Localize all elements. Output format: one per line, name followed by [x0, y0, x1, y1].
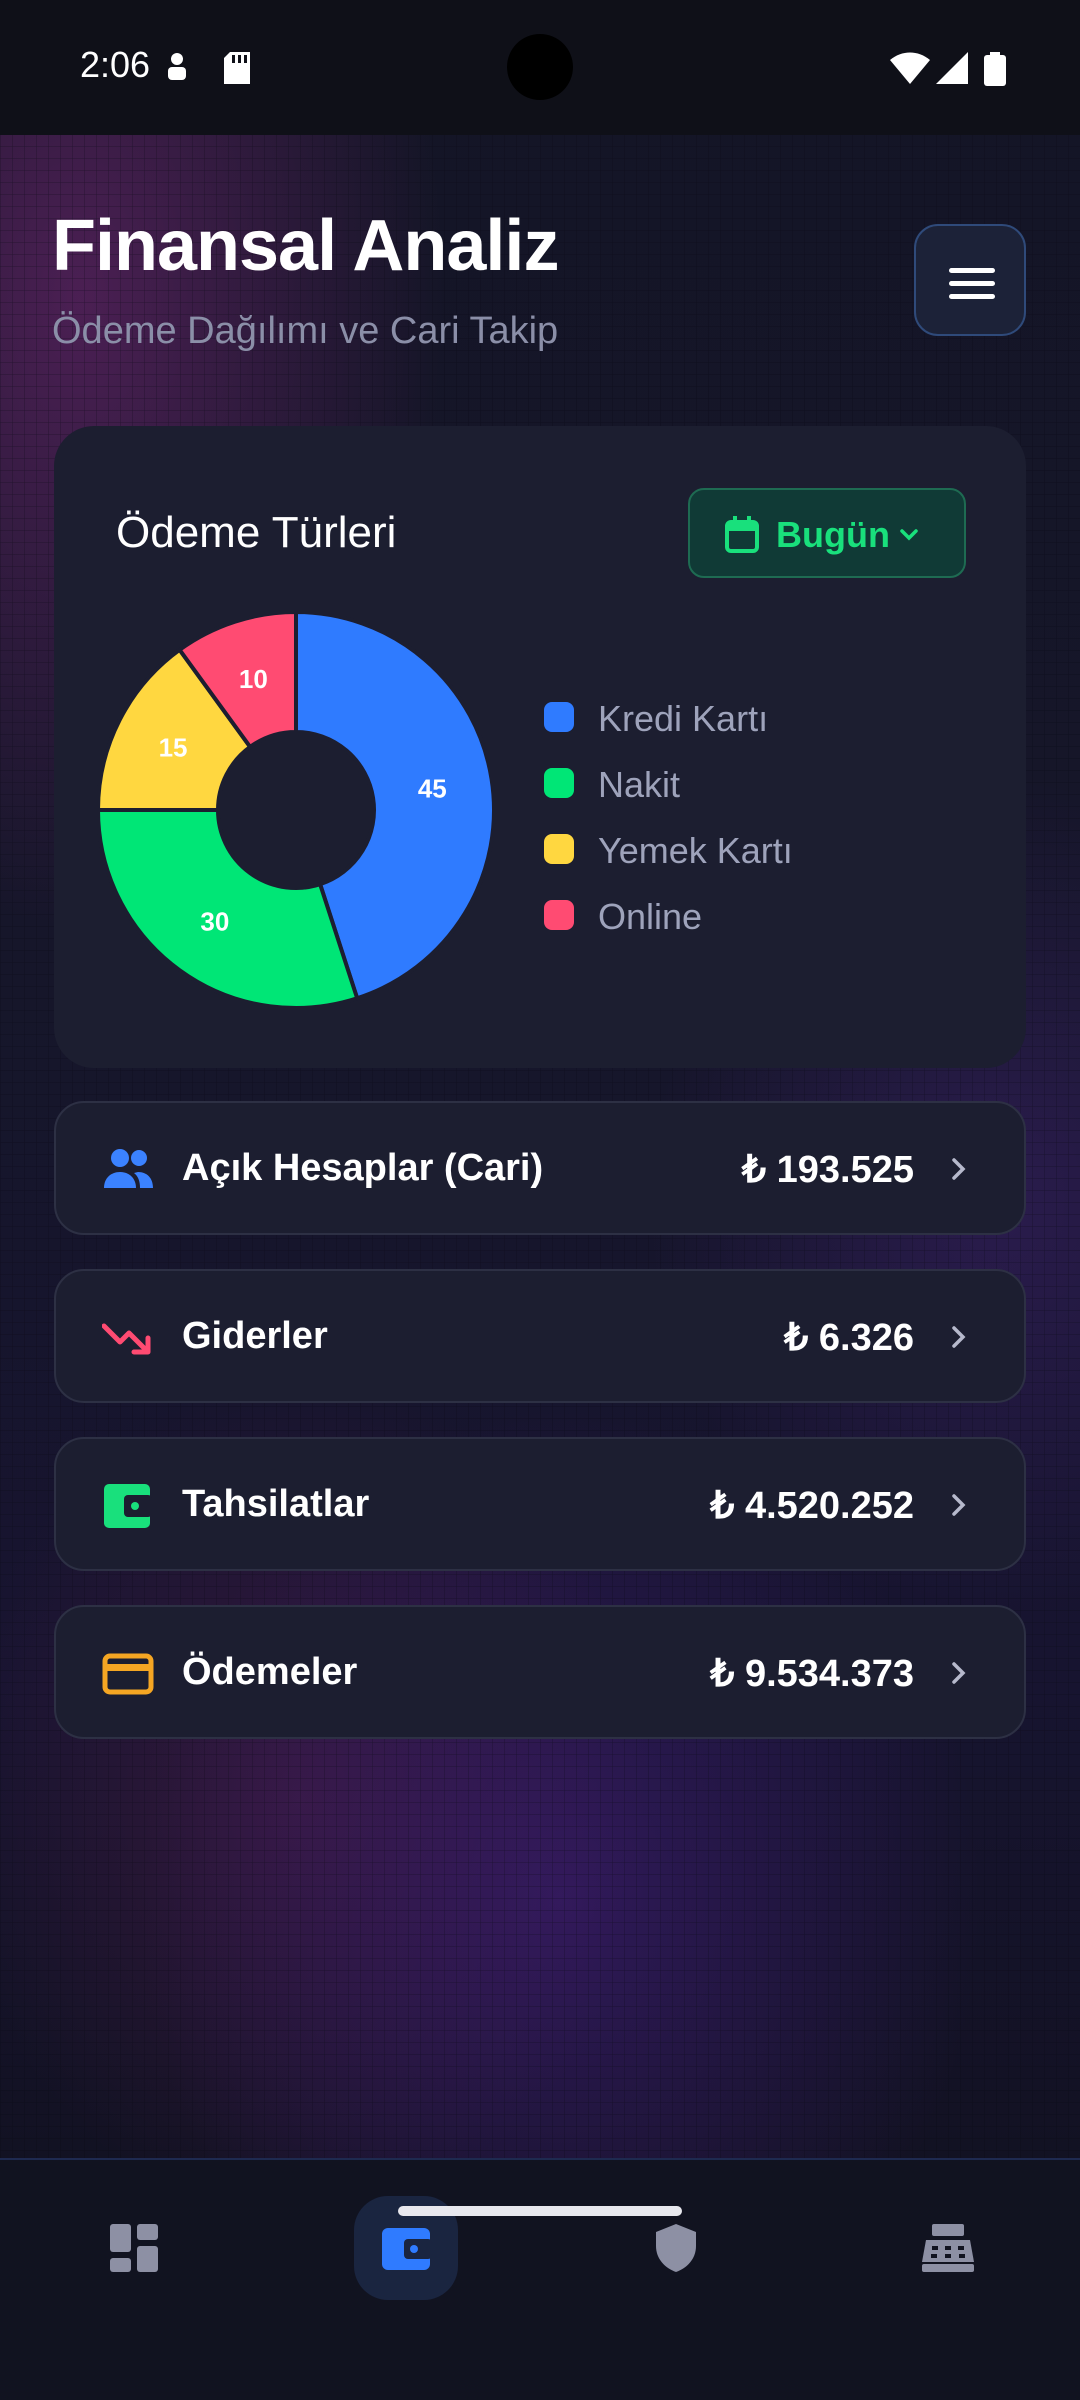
dashboard-icon	[110, 2224, 158, 2272]
summary-amount: ₺ 6.326	[784, 1317, 914, 1359]
summary-label: Açık Hesaplar (Cari)	[182, 1147, 544, 1189]
payment-donut-chart: 45 30 15 10	[96, 610, 496, 1010]
slice-value-label: 45	[418, 773, 447, 803]
page-title: Finansal Analiz	[52, 206, 559, 286]
menu-button[interactable]	[914, 224, 1026, 336]
summary-row-credit-card[interactable]: Ödemeler ₺ 9.534.373	[54, 1605, 1026, 1739]
home-indicator[interactable]	[398, 2206, 682, 2216]
camera-cutout	[507, 34, 573, 100]
page-subtitle: Ödeme Dağılımı ve Cari Takip	[52, 310, 559, 352]
slice-value-label: 15	[159, 732, 188, 762]
summary-amount: ₺ 9.534.373	[710, 1653, 914, 1695]
legend-label: Nakit	[598, 764, 681, 805]
bottom-nav	[0, 2158, 1080, 2400]
shield-icon	[656, 2224, 696, 2272]
sd-card-icon	[224, 52, 250, 84]
person-icon	[168, 53, 186, 80]
legend-swatch	[544, 768, 574, 798]
chevron-down-icon	[900, 529, 918, 541]
slice-yemek-kartı	[96, 647, 253, 812]
legend-label: Kredi Kartı	[598, 698, 769, 739]
slice-kredi-kartı	[294, 610, 496, 1001]
legend-swatch	[544, 900, 574, 930]
chevron-right-icon	[952, 1662, 966, 1684]
legend-swatch	[544, 834, 574, 864]
summary-label: Giderler	[182, 1315, 328, 1357]
period-label: Bugün	[776, 514, 890, 555]
summary-label: Tahsilatlar	[182, 1483, 370, 1525]
nav-register[interactable]	[894, 2196, 998, 2300]
slice-nakit	[96, 808, 360, 1010]
summary-row-trending-down[interactable]: Giderler ₺ 6.326	[54, 1269, 1026, 1403]
wallet-icon	[382, 2228, 432, 2270]
wifi-icon	[890, 52, 930, 84]
credit-card-icon	[102, 1653, 154, 1695]
menu-icon-line	[949, 281, 995, 286]
calendar-icon	[725, 516, 759, 553]
chevron-right-icon	[952, 1158, 966, 1180]
summary-row-people[interactable]: Açık Hesaplar (Cari) ₺ 193.525	[54, 1101, 1026, 1235]
legend-label: Online	[598, 896, 703, 937]
status-time: 2:06	[80, 44, 151, 85]
cash-register-icon	[922, 2224, 974, 2272]
wallet-icon	[104, 1484, 152, 1528]
payment-types-card: Ödeme Türleri Bugün 45 30 15 10 Kredi Kartı…	[54, 426, 1026, 1068]
legend-label: Yemek Kartı	[598, 830, 793, 871]
summary-row-wallet[interactable]: Tahsilatlar ₺ 4.520.252	[54, 1437, 1026, 1571]
period-dropdown[interactable]: Bugün	[688, 488, 966, 578]
nav-dashboard[interactable]	[82, 2196, 186, 2300]
signal-icon	[936, 52, 968, 84]
card-title: Ödeme Türleri	[116, 508, 397, 557]
summary-amount: ₺ 4.520.252	[710, 1485, 914, 1527]
legend-swatch	[544, 702, 574, 732]
chevron-right-icon	[952, 1326, 966, 1348]
summary-label: Ödemeler	[182, 1651, 358, 1693]
battery-icon	[984, 52, 1006, 86]
people-icon	[104, 1149, 153, 1188]
status-bar: 2:06	[0, 0, 1080, 135]
menu-icon	[949, 268, 995, 273]
nav-security[interactable]	[624, 2196, 728, 2300]
slice-online	[176, 610, 298, 750]
summary-amount: ₺ 193.525	[741, 1149, 914, 1191]
chevron-right-icon	[952, 1494, 966, 1516]
slice-value-label: 30	[200, 907, 229, 937]
slice-value-label: 10	[239, 664, 268, 694]
menu-icon-line	[949, 294, 995, 299]
trending-down-icon	[102, 1323, 151, 1355]
